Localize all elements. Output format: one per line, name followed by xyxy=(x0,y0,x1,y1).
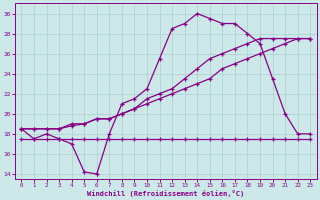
X-axis label: Windchill (Refroidissement éolien,°C): Windchill (Refroidissement éolien,°C) xyxy=(87,190,244,197)
